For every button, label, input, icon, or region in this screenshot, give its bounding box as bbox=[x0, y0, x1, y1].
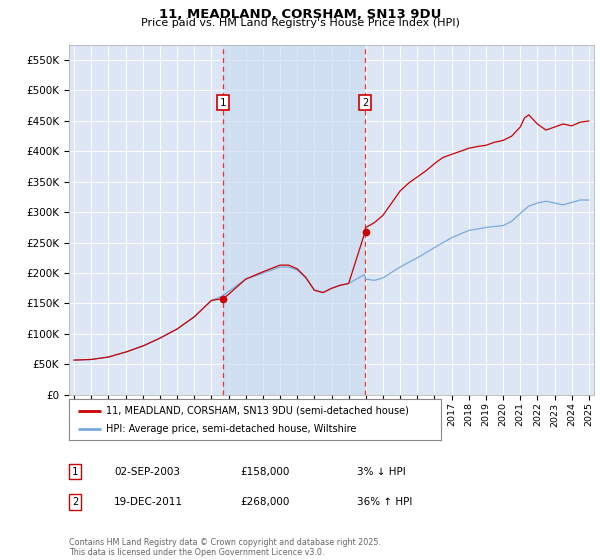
Text: 3% ↓ HPI: 3% ↓ HPI bbox=[357, 466, 406, 477]
Text: £158,000: £158,000 bbox=[240, 466, 289, 477]
Text: 1: 1 bbox=[220, 97, 226, 108]
Text: 36% ↑ HPI: 36% ↑ HPI bbox=[357, 497, 412, 507]
Text: 11, MEADLAND, CORSHAM, SN13 9DU: 11, MEADLAND, CORSHAM, SN13 9DU bbox=[159, 8, 441, 21]
Text: 19-DEC-2011: 19-DEC-2011 bbox=[114, 497, 183, 507]
Text: 11, MEADLAND, CORSHAM, SN13 9DU (semi-detached house): 11, MEADLAND, CORSHAM, SN13 9DU (semi-de… bbox=[106, 405, 409, 416]
Text: Contains HM Land Registry data © Crown copyright and database right 2025.
This d: Contains HM Land Registry data © Crown c… bbox=[69, 538, 381, 557]
Text: 02-SEP-2003: 02-SEP-2003 bbox=[114, 466, 180, 477]
Bar bbox=[223, 45, 365, 395]
Text: £268,000: £268,000 bbox=[240, 497, 289, 507]
Text: HPI: Average price, semi-detached house, Wiltshire: HPI: Average price, semi-detached house,… bbox=[106, 424, 356, 434]
Text: Price paid vs. HM Land Registry's House Price Index (HPI): Price paid vs. HM Land Registry's House … bbox=[140, 18, 460, 28]
Text: 2: 2 bbox=[72, 497, 78, 507]
Text: 2: 2 bbox=[362, 97, 368, 108]
Text: 1: 1 bbox=[72, 466, 78, 477]
